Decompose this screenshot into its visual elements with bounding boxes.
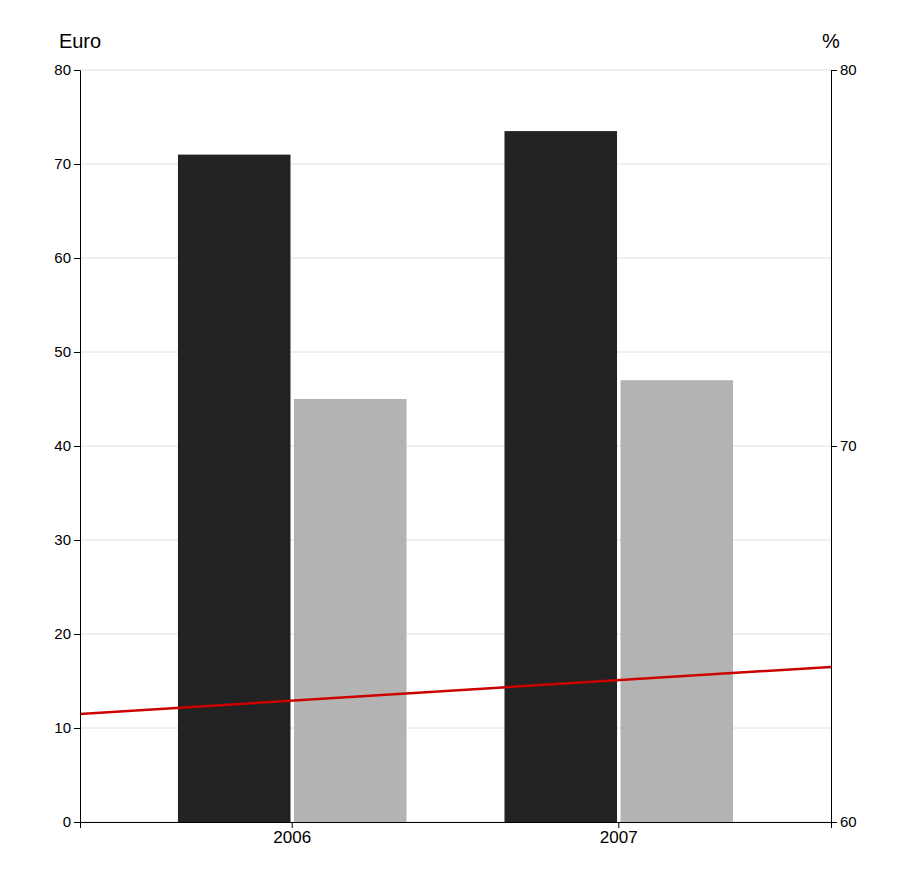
bar	[178, 155, 291, 822]
tick-mark	[74, 352, 80, 353]
tick: 60	[831, 813, 857, 830]
tick-label: 40	[54, 437, 71, 454]
tick: 60	[54, 249, 80, 266]
tick: 2006	[273, 822, 311, 847]
tick-mark	[74, 164, 80, 165]
tick: 70	[54, 155, 80, 172]
line	[80, 667, 831, 714]
bar-series	[294, 380, 733, 822]
tick-mark	[74, 446, 80, 447]
grid-line	[80, 70, 831, 71]
axis-line	[81, 823, 832, 829]
tick-label: 10	[54, 719, 71, 736]
bar-series	[178, 131, 617, 822]
tick: 30	[54, 531, 80, 548]
tick: 2007	[600, 822, 638, 847]
tick-label: 60	[840, 813, 857, 830]
tick-mark	[74, 822, 80, 823]
tick-label: 60	[54, 249, 71, 266]
tick-mark	[831, 446, 837, 447]
y-axis: 0 10 20 30 40 50 60 70 80	[54, 61, 80, 830]
y2-axis-label: %	[822, 30, 840, 52]
axis-line	[832, 71, 838, 823]
tick: 80	[831, 61, 857, 78]
y2-axis: 60 70 80	[831, 61, 857, 830]
tick: 70	[831, 437, 857, 454]
tick-mark	[74, 258, 80, 259]
tick-label: 2007	[600, 828, 638, 847]
grid	[80, 70, 831, 822]
tick-label: 70	[54, 155, 71, 172]
plot-area: 0 10 20 30 40 50 60 70 80 60 70 80 2006 2007	[54, 61, 856, 847]
marks	[80, 131, 831, 822]
tick: 50	[54, 343, 80, 360]
tick-label: 0	[63, 813, 71, 830]
y-axis-label: Euro	[59, 30, 101, 52]
tick-label: 70	[840, 437, 857, 454]
tick: 10	[54, 719, 80, 736]
tick-mark	[74, 540, 80, 541]
axis-line	[74, 71, 81, 823]
tick: 80	[54, 61, 80, 78]
tick-label: 80	[840, 61, 857, 78]
tick-mark	[74, 70, 80, 71]
x-axis: 2006 2007	[81, 822, 832, 847]
tick: 40	[54, 437, 80, 454]
tick-label: 50	[54, 343, 71, 360]
bar	[621, 380, 734, 822]
tick-mark	[831, 70, 837, 71]
tick-label: 80	[54, 61, 71, 78]
bar	[294, 399, 407, 822]
tick-mark	[74, 634, 80, 635]
bar	[504, 131, 617, 822]
tick-label: 20	[54, 625, 71, 642]
tick: 0	[63, 813, 80, 830]
tick: 20	[54, 625, 80, 642]
tick-mark	[74, 728, 80, 729]
chart: 0 10 20 30 40 50 60 70 80 60 70 80 2006 2007 Euro%	[0, 0, 911, 892]
tick-label: 30	[54, 531, 71, 548]
tick-label: 2006	[273, 828, 311, 847]
